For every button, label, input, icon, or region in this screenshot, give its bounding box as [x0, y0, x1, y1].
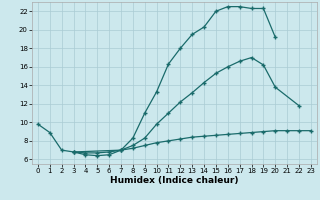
- X-axis label: Humidex (Indice chaleur): Humidex (Indice chaleur): [110, 176, 239, 185]
